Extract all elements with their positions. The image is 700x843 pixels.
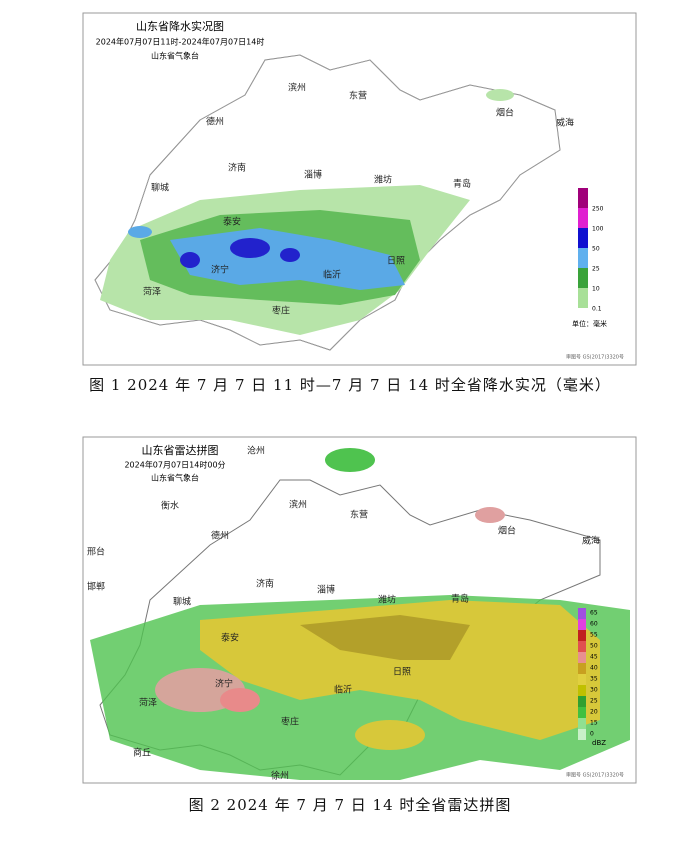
city-label: 滨州 [289,499,307,511]
legend-swatch [578,674,586,685]
legend-label: 65 [590,610,598,617]
city-label: 商丘 [133,747,151,759]
city-label: 临沂 [323,269,341,281]
legend-label: 40 [590,665,598,672]
legend-swatch [578,663,586,674]
legend-swatch [578,685,586,696]
legend-label: 45 [590,654,598,661]
radar-echo [90,448,630,780]
city-label: 德州 [211,530,229,542]
legend-label: 55 [590,632,598,639]
legend-label: 60 [590,621,598,628]
legend-label: 100 [592,226,604,233]
map-title: 山东省雷达拼图 [142,443,219,457]
city-label: 日照 [393,667,411,678]
city-label: 菏泽 [143,287,161,298]
city-label: 东营 [350,509,368,521]
city-label: 济宁 [215,678,233,690]
legend-swatch [578,641,586,652]
legend-swatch [578,696,586,707]
city-label: 菏泽 [139,698,157,709]
map-agency: 山东省气象台 [151,51,199,61]
legend-label: 0 [590,731,594,738]
legend-unit: dBZ [592,739,606,747]
city-label: 淄博 [304,169,322,181]
city-label: 威海 [556,117,574,129]
map-subtitle: 2024年07月07日14时00分 [124,460,225,470]
city-label: 滨州 [288,82,306,94]
city-label: 潍坊 [374,174,392,186]
legend-label: 25 [592,266,600,273]
city-label: 德州 [206,116,224,128]
city-label: 枣庄 [272,305,290,317]
city-label: 烟台 [496,107,514,119]
city-label: 邢台 [87,546,105,558]
map-subtitle: 2024年07月07日11时-2024年07月07日14时 [96,37,265,47]
legend-bar: 65 60 55 50 45 40 35 30 25 20 15 0 [578,608,598,740]
legend-swatch [578,729,586,740]
city-label: 徐州 [271,770,289,782]
city-label: 济南 [228,162,246,174]
legend-swatch [578,619,586,630]
legend-label: 50 [590,643,598,650]
legend-label: 15 [590,720,598,727]
rain-areas [100,89,514,335]
legend-swatch [578,707,586,718]
city-label: 威海 [582,535,600,547]
city-label: 衡水 [161,500,179,512]
city-label: 枣庄 [281,716,299,728]
city-label: 青岛 [451,593,469,605]
legend-swatch [578,630,586,641]
figure-caption: 图 1 2024 年 7 月 7 日 11 时—7 月 7 日 14 时全省降水… [89,376,611,394]
legend-label: 25 [590,698,598,705]
city-label: 聊城 [151,182,169,194]
legend-label: 0.1 [592,306,602,313]
city-label: 泰安 [223,216,241,228]
city-label: 泰安 [221,632,239,644]
legend-swatch [578,608,586,619]
city-label: 济宁 [211,264,229,276]
city-label: 东营 [349,90,367,102]
city-label: 青岛 [453,178,471,190]
city-label: 潍坊 [378,594,396,606]
legend-label: 250 [592,206,604,213]
city-label: 沧州 [247,445,265,457]
legend-swatch [578,718,586,729]
city-label: 临沂 [334,684,352,696]
city-label: 邯郸 [87,581,105,593]
footnote: 审图号 GS(2017)3320号 [566,354,624,361]
legend-label: 20 [590,709,598,716]
city-label: 日照 [387,256,405,267]
legend-label: 50 [592,246,600,253]
legend-label: 30 [590,687,598,694]
legend-unit: 单位：毫米 [572,319,607,328]
city-label: 烟台 [498,525,516,537]
city-label: 聊城 [173,596,191,608]
legend-label: 10 [592,286,600,293]
legend-label: 35 [590,676,598,683]
map-title: 山东省降水实况图 [136,19,224,33]
figure-caption: 图 2 2024 年 7 月 7 日 14 时全省雷达拼图 [189,796,512,814]
legend-swatch [578,652,586,663]
map-agency: 山东省气象台 [151,473,199,483]
footnote: 审图号 GS(2017)3320号 [566,772,624,779]
legend-bar [578,188,588,308]
city-label: 济南 [256,578,274,590]
city-label: 淄博 [317,584,335,596]
